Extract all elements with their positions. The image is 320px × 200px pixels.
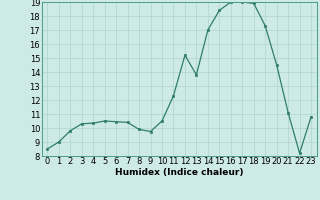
X-axis label: Humidex (Indice chaleur): Humidex (Indice chaleur) (115, 168, 244, 177)
